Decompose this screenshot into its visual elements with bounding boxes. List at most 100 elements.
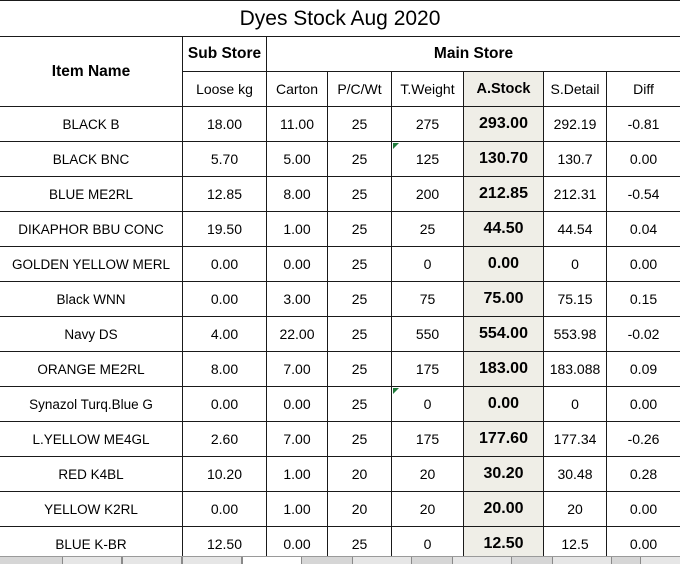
cell-carton[interactable]: 5.00 <box>266 141 328 177</box>
cell-sdetail[interactable]: 30.48 <box>543 456 607 492</box>
cell-tweight[interactable]: 0 <box>391 526 464 556</box>
cell-diff[interactable]: 0.28 <box>605 456 680 492</box>
cell-carton[interactable]: 0.00 <box>266 246 328 282</box>
header-loose-kg[interactable]: Loose kg <box>182 71 267 107</box>
cell-astock[interactable]: 0.00 <box>463 246 544 282</box>
cell-item-name[interactable]: ORANGE ME2RL <box>0 351 183 387</box>
cell-tweight[interactable]: 200 <box>391 176 464 212</box>
cell-sdetail[interactable]: 12.5 <box>543 526 607 556</box>
cell-tweight[interactable]: 75 <box>391 281 464 317</box>
cell-astock[interactable]: 0.00 <box>463 386 544 422</box>
cell-diff[interactable]: -0.54 <box>605 176 680 212</box>
cell-sdetail[interactable]: 0 <box>543 386 607 422</box>
cell-pcwt[interactable]: 25 <box>327 246 392 282</box>
sheet-title[interactable]: Dyes Stock Aug 2020 <box>0 0 680 37</box>
sheet-tab[interactable] <box>62 557 122 564</box>
header-item-name[interactable]: Item Name <box>0 36 183 107</box>
cell-tweight[interactable]: 0 <box>391 246 464 282</box>
cell-pcwt[interactable]: 25 <box>327 421 392 457</box>
cell-pcwt[interactable]: 25 <box>327 141 392 177</box>
cell-pcwt[interactable]: 25 <box>327 281 392 317</box>
cell-tweight[interactable]: 175 <box>391 351 464 387</box>
cell-carton[interactable]: 0.00 <box>266 386 328 422</box>
header-sdetail[interactable]: S.Detail <box>543 71 607 107</box>
cell-item-name[interactable]: Navy DS <box>0 316 183 352</box>
header-tweight[interactable]: T.Weight <box>391 71 464 107</box>
cell-diff[interactable]: 0.00 <box>605 246 680 282</box>
cell-sdetail[interactable]: 20 <box>543 491 607 527</box>
header-pcwt[interactable]: P/C/Wt <box>327 71 392 107</box>
cell-astock[interactable]: 44.50 <box>463 211 544 247</box>
cell-carton[interactable]: 7.00 <box>266 351 328 387</box>
cell-item-name[interactable]: L.YELLOW ME4GL <box>0 421 183 457</box>
cell-pcwt[interactable]: 25 <box>327 386 392 422</box>
cell-astock[interactable]: 20.00 <box>463 491 544 527</box>
cell-loose-kg[interactable]: 2.60 <box>182 421 267 457</box>
cell-loose-kg[interactable]: 8.00 <box>182 351 267 387</box>
sheet-tab-active[interactable] <box>242 557 302 564</box>
header-diff[interactable]: Diff <box>605 71 680 107</box>
cell-pcwt[interactable]: 25 <box>327 176 392 212</box>
cell-loose-kg[interactable]: 5.70 <box>182 141 267 177</box>
cell-carton[interactable]: 11.00 <box>266 106 328 142</box>
cell-diff[interactable]: 0.15 <box>605 281 680 317</box>
cell-diff[interactable]: -0.02 <box>605 316 680 352</box>
cell-pcwt[interactable]: 25 <box>327 351 392 387</box>
cell-loose-kg[interactable]: 0.00 <box>182 246 267 282</box>
cell-sdetail[interactable]: 553.98 <box>543 316 607 352</box>
cell-item-name[interactable]: YELLOW K2RL <box>0 491 183 527</box>
header-carton[interactable]: Carton <box>266 71 328 107</box>
tab-scroll-arrows[interactable] <box>0 557 30 564</box>
cell-loose-kg[interactable]: 19.50 <box>182 211 267 247</box>
cell-carton[interactable]: 1.00 <box>266 456 328 492</box>
cell-pcwt[interactable]: 25 <box>327 316 392 352</box>
cell-loose-kg[interactable]: 18.00 <box>182 106 267 142</box>
cell-tweight[interactable]: 0 <box>391 386 464 422</box>
cell-astock[interactable]: 212.85 <box>463 176 544 212</box>
cell-diff[interactable]: 0.00 <box>605 526 680 556</box>
cell-diff[interactable]: -0.81 <box>605 106 680 142</box>
cell-item-name[interactable]: DIKAPHOR BBU CONC <box>0 211 183 247</box>
cell-sdetail[interactable]: 177.34 <box>543 421 607 457</box>
sheet-tab[interactable] <box>352 557 412 564</box>
cell-carton[interactable]: 22.00 <box>266 316 328 352</box>
cell-sdetail[interactable]: 44.54 <box>543 211 607 247</box>
cell-diff[interactable]: 0.00 <box>605 491 680 527</box>
cell-diff[interactable]: 0.00 <box>605 141 680 177</box>
sheet-tab[interactable] <box>640 557 680 564</box>
cell-pcwt[interactable]: 25 <box>327 106 392 142</box>
cell-diff[interactable]: -0.26 <box>605 421 680 457</box>
cell-item-name[interactable]: Black WNN <box>0 281 183 317</box>
cell-loose-kg[interactable]: 0.00 <box>182 386 267 422</box>
sheet-tab[interactable] <box>122 557 182 564</box>
cell-astock[interactable]: 30.20 <box>463 456 544 492</box>
cell-astock[interactable]: 554.00 <box>463 316 544 352</box>
cell-sdetail[interactable]: 130.7 <box>543 141 607 177</box>
sheet-tab[interactable] <box>552 557 612 564</box>
cell-item-name[interactable]: BLACK B <box>0 106 183 142</box>
cell-sdetail[interactable]: 212.31 <box>543 176 607 212</box>
cell-sdetail[interactable]: 0 <box>543 246 607 282</box>
cell-pcwt[interactable]: 20 <box>327 491 392 527</box>
cell-pcwt[interactable]: 20 <box>327 456 392 492</box>
cell-item-name[interactable]: Synazol Turq.Blue G <box>0 386 183 422</box>
cell-item-name[interactable]: BLUE K-BR <box>0 526 183 556</box>
cell-tweight[interactable]: 175 <box>391 421 464 457</box>
cell-astock[interactable]: 130.70 <box>463 141 544 177</box>
cell-tweight[interactable]: 20 <box>391 491 464 527</box>
sheet-tab[interactable] <box>452 557 512 564</box>
cell-item-name[interactable]: BLUE ME2RL <box>0 176 183 212</box>
cell-item-name[interactable]: GOLDEN YELLOW MERL <box>0 246 183 282</box>
cell-astock[interactable]: 12.50 <box>463 526 544 556</box>
cell-loose-kg[interactable]: 4.00 <box>182 316 267 352</box>
cell-loose-kg[interactable]: 12.85 <box>182 176 267 212</box>
cell-item-name[interactable]: RED K4BL <box>0 456 183 492</box>
cell-tweight[interactable]: 20 <box>391 456 464 492</box>
cell-tweight[interactable]: 125 <box>391 141 464 177</box>
cell-sdetail[interactable]: 183.088 <box>543 351 607 387</box>
cell-item-name[interactable]: BLACK BNC <box>0 141 183 177</box>
cell-carton[interactable]: 1.00 <box>266 211 328 247</box>
header-sub-store[interactable]: Sub Store <box>182 36 267 72</box>
cell-astock[interactable]: 183.00 <box>463 351 544 387</box>
cell-tweight[interactable]: 25 <box>391 211 464 247</box>
